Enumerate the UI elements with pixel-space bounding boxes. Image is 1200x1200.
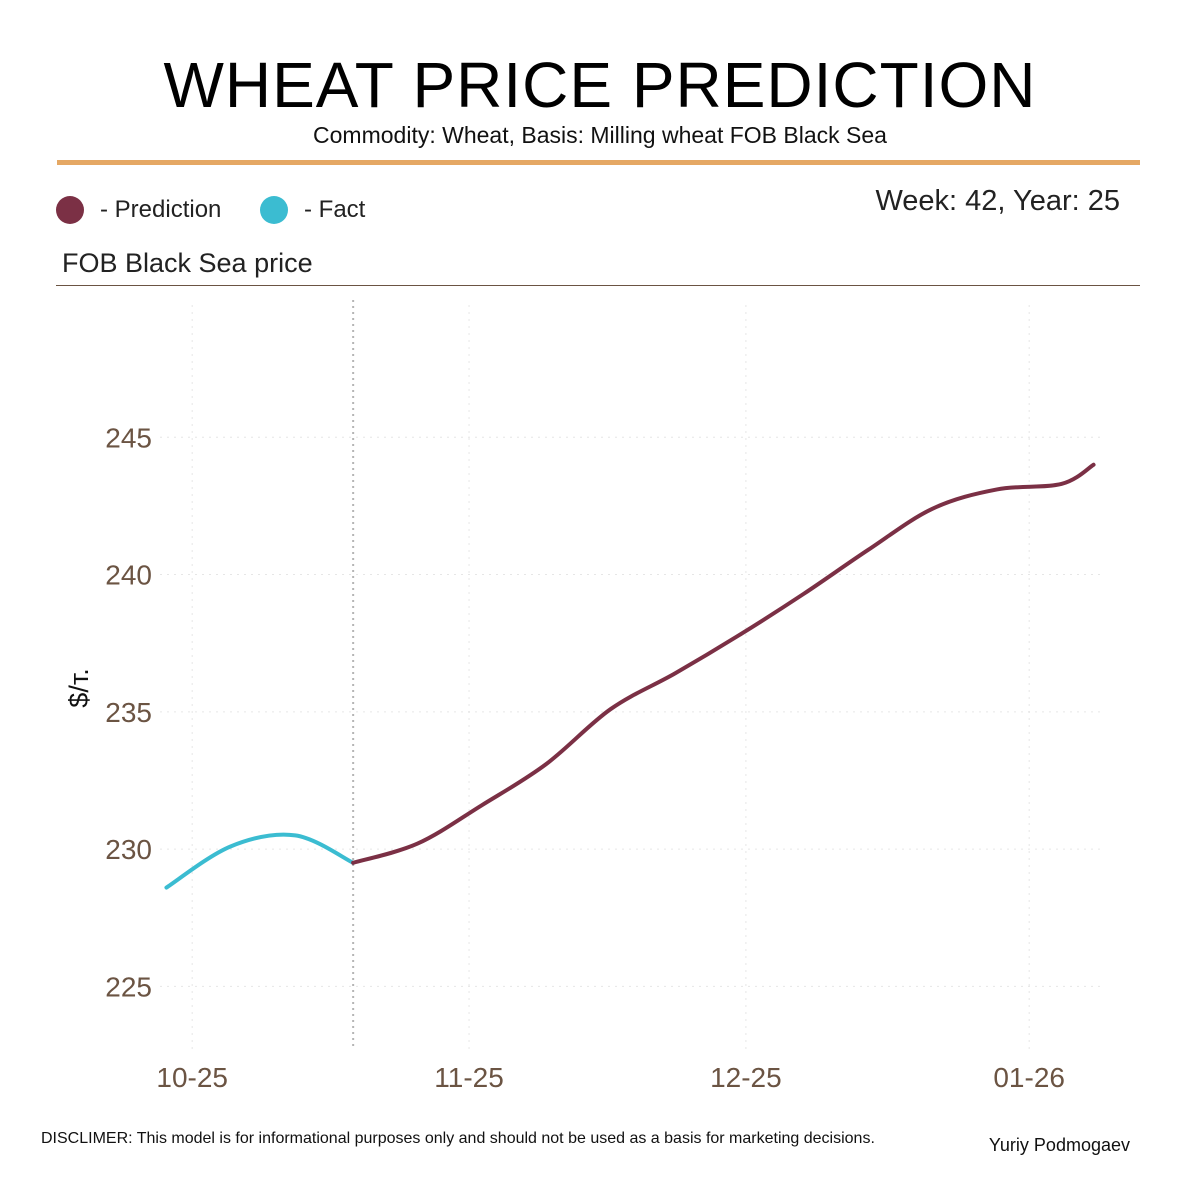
series-line-prediction <box>351 462 1096 865</box>
x-tick-label: 12-25 <box>710 1062 782 1093</box>
y-tick-label: 230 <box>105 834 152 865</box>
chart-axes: 225 230 235 240 245 10-25 11-25 12-25 01-26 <box>105 422 1065 1093</box>
legend-prediction-label: - Prediction <box>100 196 222 223</box>
y-tick-label: 235 <box>105 697 152 728</box>
series-line-fact <box>164 832 356 890</box>
legend-fact-label: - Fact <box>304 196 366 223</box>
page-title: WHEAT PRICE PREDICTION <box>163 49 1037 121</box>
y-axis-label: $/т. <box>64 668 94 707</box>
y-tick-label: 245 <box>105 422 152 453</box>
legend-item-prediction: - Prediction <box>56 196 221 224</box>
section-divider <box>56 285 1140 286</box>
page-subtitle: Commodity: Wheat, Basis: Milling wheat F… <box>313 122 887 148</box>
y-tick-label: 240 <box>105 560 152 591</box>
disclaimer-text: DISCLIMER: This model is for information… <box>41 1130 875 1147</box>
author-name: Yuriy Podmogaev <box>988 1135 1130 1155</box>
x-tick-label: 10-25 <box>156 1062 228 1093</box>
header-divider <box>57 160 1140 165</box>
chart-grid <box>160 300 1100 1050</box>
prediction-dot-icon <box>56 196 84 224</box>
week-year-label: Week: 42, Year: 25 <box>875 185 1120 217</box>
y-tick-label: 225 <box>105 971 152 1002</box>
section-title: FOB Black Sea price <box>62 248 313 278</box>
legend-item-fact: - Fact <box>260 196 365 224</box>
x-tick-label: 11-25 <box>434 1062 504 1093</box>
chart-series <box>164 462 1096 890</box>
fact-dot-icon <box>260 196 288 224</box>
x-tick-label: 01-26 <box>993 1062 1065 1093</box>
